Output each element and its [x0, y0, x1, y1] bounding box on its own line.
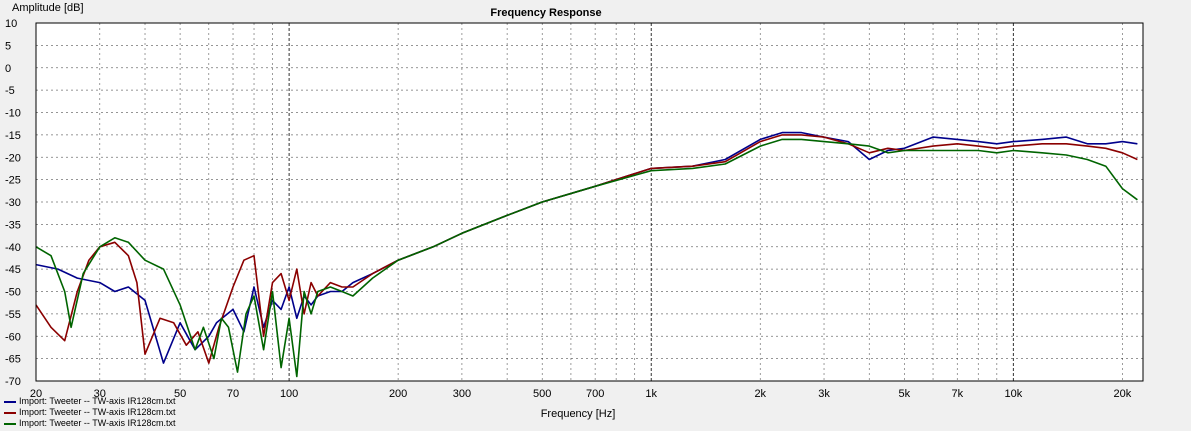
x-tick-label: 20k [1114, 388, 1132, 400]
y-tick-label: -30 [5, 197, 21, 209]
y-tick-label: -45 [5, 264, 21, 276]
x-tick-label: 100 [280, 388, 298, 400]
x-tick-labels: 20 30 50 70 100 200 300 500 700 1k 2k 3k 5k 7k 10k 20k [30, 388, 1132, 400]
y-tick-labels: 10 5 0 -5 -10 -15 -20 -25 -30 -35 -40 -45 -50 -55 -60 -… [5, 18, 21, 388]
y-tick-label: -55 [5, 309, 21, 321]
legend: Import: Tweeter -- TW-axis IR128cm.txt I… [4, 396, 176, 429]
y-tick-label: -35 [5, 219, 21, 231]
x-tick-label: 20 [30, 388, 42, 400]
legend-item: Import: Tweeter -- TW-axis IR128cm.txt [4, 407, 176, 418]
x-tick-label: 2k [754, 388, 766, 400]
x-tick-label: 70 [227, 388, 239, 400]
y-axis-label: Amplitude [dB] [12, 2, 84, 14]
series-line-2 [35, 134, 1138, 364]
y-tick-label: -40 [5, 242, 21, 254]
plot-border [35, 22, 1144, 382]
y-tick-label: -15 [5, 130, 21, 142]
x-tick-label: 5k [899, 388, 911, 400]
y-tick-label: -65 [5, 354, 21, 366]
x-axis-label: Frequency [Hz] [541, 408, 616, 420]
x-tick-label: 7k [951, 388, 963, 400]
legend-swatch-red [4, 411, 16, 414]
y-tick-label: 10 [5, 18, 17, 30]
series-layer [35, 131, 1138, 378]
y-tick-label: -70 [5, 376, 21, 388]
chart-title: Frequency Response [490, 7, 601, 19]
y-tick-label: -5 [5, 85, 15, 97]
x-tick-label: 3k [818, 388, 830, 400]
x-tick-label: 50 [174, 388, 186, 400]
y-tick-label: -60 [5, 331, 21, 343]
x-tick-label: 30 [94, 388, 106, 400]
legend-label: Import: Tweeter -- TW-axis IR128cm.txt [19, 396, 176, 406]
y-tick-label: 5 [5, 40, 11, 52]
legend-label: Import: Tweeter -- TW-axis IR128cm.txt [19, 407, 176, 417]
series-line-3 [35, 138, 1138, 378]
x-tick-label: 700 [586, 388, 604, 400]
legend-item: Import: Tweeter -- TW-axis IR128cm.txt [4, 418, 176, 429]
y-tick-label: -20 [5, 152, 21, 164]
y-tick-label: -10 [5, 108, 21, 120]
legend-swatch-blue [4, 400, 16, 403]
x-tick-label: 10k [1005, 388, 1023, 400]
x-tick-label: 200 [389, 388, 407, 400]
y-tick-label: -25 [5, 175, 21, 187]
y-tick-label: -50 [5, 287, 21, 299]
legend-swatch-green [4, 422, 16, 425]
x-tick-label: 300 [453, 388, 471, 400]
y-tick-label: 0 [5, 63, 11, 75]
x-tick-label: 500 [533, 388, 551, 400]
legend-item: Import: Tweeter -- TW-axis IR128cm.txt [4, 396, 176, 407]
x-tick-label: 1k [645, 388, 657, 400]
legend-label: Import: Tweeter -- TW-axis IR128cm.txt [19, 418, 176, 428]
